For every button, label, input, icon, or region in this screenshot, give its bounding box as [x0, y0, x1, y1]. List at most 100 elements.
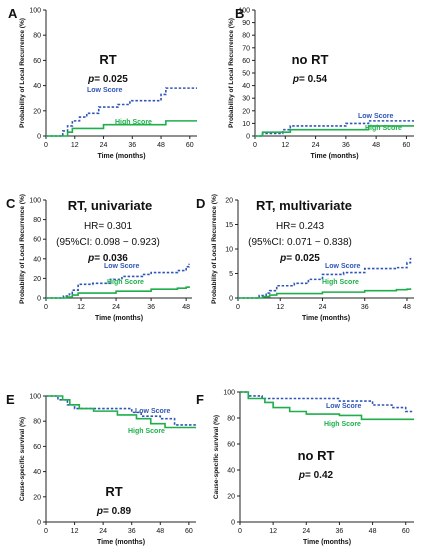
y-tick-label: 80: [33, 217, 41, 224]
x-tick-label: 0: [44, 528, 48, 535]
panel-letter: D: [196, 196, 205, 211]
y-tick-label: 80: [242, 33, 250, 40]
y-tick-label: 100: [29, 8, 41, 15]
y-tick-label: 60: [227, 442, 235, 449]
x-tick-label: 0: [44, 304, 48, 311]
x-tick-label: 36: [336, 528, 344, 535]
y-tick-label: 60: [33, 58, 41, 65]
high-score-label: High Score: [115, 119, 152, 126]
high-score-line: [240, 391, 414, 421]
low-score-label: Low Score: [326, 403, 362, 410]
y-tick-label: 100: [29, 394, 41, 401]
x-tick-label: 24: [100, 142, 108, 149]
x-tick-label: 24: [112, 304, 120, 311]
x-tick-label: 36: [128, 528, 136, 535]
x-tick-label: 36: [147, 304, 155, 311]
y-tick-label: 70: [242, 45, 250, 52]
panel-title: RT: [99, 52, 116, 67]
x-tick-label: 12: [276, 304, 284, 311]
panel-letter: E: [6, 392, 15, 407]
panel-title: RT, univariate: [68, 198, 153, 213]
y-tick-label: 100: [223, 390, 235, 397]
chart-panel-b: 0 10 20 30 40 50 60 70 80 90 100 0 12 24 36 48 60 Time (m…: [228, 6, 414, 160]
x-tick-label: 0: [238, 528, 242, 535]
y-tick-label: 40: [227, 468, 235, 475]
x-axis-label: Time (months): [302, 315, 350, 322]
y-tick-label: 5: [229, 271, 233, 278]
high-score-line: [46, 395, 196, 429]
panel-letter: B: [235, 6, 244, 21]
y-tick-label: 0: [37, 296, 41, 303]
y-tick-label: 30: [242, 96, 250, 103]
y-tick-label: 80: [227, 416, 235, 423]
y-tick-label: 60: [33, 237, 41, 244]
y-axis-label: Probability of Local Recurrence (%): [19, 18, 26, 128]
y-tick-label: 20: [225, 198, 233, 205]
y-axis-label: Probability of Local Recurrence (%): [211, 194, 218, 304]
x-tick-label: 60: [186, 142, 194, 149]
low-score-line: [46, 263, 190, 299]
x-tick-label: 36: [361, 304, 369, 311]
x-axis-label: Time (months): [303, 539, 351, 546]
p-value: p= 0.025: [279, 253, 320, 264]
low-score-label: Low Score: [358, 113, 394, 120]
chart-panel-a: 0 20 40 60 80 100 0 12 24 36 48 60 Time (months) Prob…: [8, 6, 197, 160]
hazard-ratio-text: (95%CI: 0.098 − 0.923): [56, 237, 160, 248]
chart-panel-c: 0 20 40 60 80 100 0 12 24 36 48 Time (months) Probab…: [6, 194, 192, 322]
high-score-label: High Score: [322, 279, 359, 286]
x-tick-label: 12: [281, 142, 289, 149]
x-tick-label: 0: [44, 142, 48, 149]
y-tick-label: 90: [242, 20, 250, 27]
p-value: p= 0.025: [87, 74, 128, 85]
high-score-label: High Score: [107, 279, 144, 286]
high-score-label: High Score: [324, 421, 361, 428]
p-value: p= 0.036: [87, 253, 128, 264]
x-tick-label: 0: [253, 142, 257, 149]
y-tick-label: 100: [238, 8, 250, 15]
x-tick-label: 48: [156, 528, 164, 535]
y-tick-label: 40: [33, 256, 41, 263]
y-tick-label: 20: [33, 108, 41, 115]
y-axis-label: Probability of Local Recurrence (%): [19, 194, 26, 304]
y-tick-label: 0: [231, 520, 235, 527]
y-tick-label: 0: [37, 134, 41, 141]
x-tick-label: 36: [342, 142, 350, 149]
panel-title: RT, multivariate: [256, 198, 352, 213]
y-tick-label: 0: [37, 520, 41, 527]
y-tick-label: 0: [229, 296, 233, 303]
hazard-ratio-text: (95%CI: 0.071 − 0.838): [248, 237, 352, 248]
hazard-ratio-text: HR= 0.243: [276, 221, 325, 232]
low-score-label: Low Score: [325, 263, 361, 270]
panel-letter: F: [196, 392, 204, 407]
x-tick-label: 60: [403, 142, 411, 149]
x-tick-label: 48: [182, 304, 190, 311]
panel-letter: A: [8, 6, 18, 21]
low-score-label: Low Score: [135, 408, 171, 415]
chart-panel-f: 0 20 40 60 80 100 0 12 24 36 48 60 Time (months) Caus…: [196, 390, 414, 546]
x-tick-label: 24: [302, 528, 310, 535]
x-tick-label: 48: [403, 304, 411, 311]
y-tick-label: 0: [246, 134, 250, 141]
x-tick-label: 12: [71, 528, 79, 535]
x-tick-label: 12: [269, 528, 277, 535]
y-tick-label: 80: [33, 419, 41, 426]
low-score-line: [240, 391, 414, 413]
x-tick-label: 48: [372, 142, 380, 149]
y-tick-label: 15: [225, 222, 233, 229]
y-tick-label: 50: [242, 71, 250, 78]
panel-title: RT: [105, 484, 122, 499]
panel-letter: C: [6, 196, 16, 211]
panel-title: no RT: [292, 52, 329, 67]
high-score-line: [255, 125, 414, 137]
y-tick-label: 10: [242, 121, 250, 128]
x-tick-label: 0: [236, 304, 240, 311]
y-tick-label: 80: [33, 33, 41, 40]
low-score-label: Low Score: [104, 263, 140, 270]
y-tick-label: 40: [33, 83, 41, 90]
y-tick-label: 100: [29, 198, 41, 205]
x-tick-label: 24: [99, 528, 107, 535]
x-tick-label: 60: [185, 528, 193, 535]
y-tick-label: 20: [33, 276, 41, 283]
x-tick-label: 12: [71, 142, 79, 149]
